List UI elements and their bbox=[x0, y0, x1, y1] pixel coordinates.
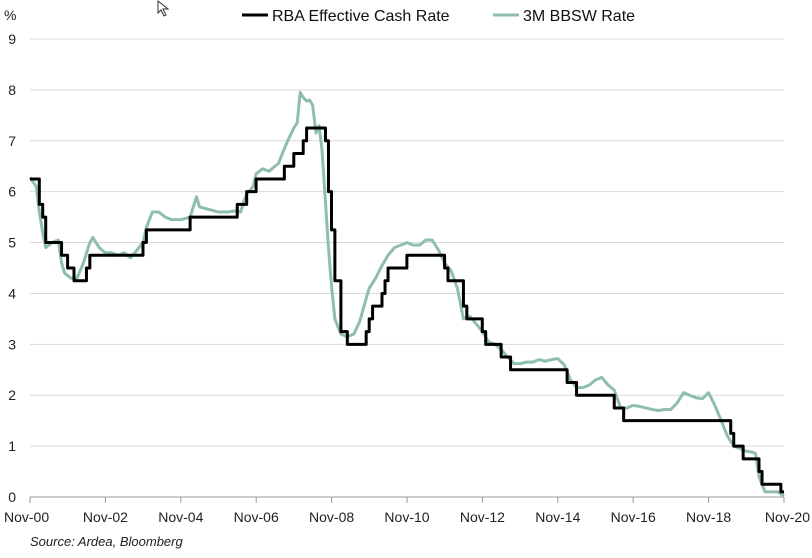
y-tick-label: 8 bbox=[8, 82, 16, 98]
y-tick-label: 3 bbox=[8, 336, 16, 352]
x-tick-label: Nov-18 bbox=[686, 509, 731, 525]
x-tick-label: Nov-06 bbox=[234, 509, 279, 525]
mouse-cursor-icon bbox=[157, 0, 170, 17]
x-tick-label: Nov-20 bbox=[765, 509, 810, 525]
x-tick-label: Nov-08 bbox=[309, 509, 354, 525]
x-tick-label: Nov-04 bbox=[158, 509, 203, 525]
legend: RBA Effective Cash Rate 3M BBSW Rate bbox=[242, 8, 635, 25]
series-lines bbox=[28, 90, 785, 498]
y-tick-label: 7 bbox=[8, 133, 16, 149]
x-tick-label: Nov-00 bbox=[4, 509, 49, 525]
x-tick-label: Nov-02 bbox=[83, 509, 128, 525]
legend-label-bbsw: 3M BBSW Rate bbox=[523, 8, 635, 25]
y-tick-label: 4 bbox=[8, 285, 16, 301]
y-tick-label: 5 bbox=[8, 235, 16, 251]
y-unit-label: % bbox=[4, 7, 16, 23]
y-tick-label: 6 bbox=[8, 184, 16, 200]
y-tick-label: 1 bbox=[8, 438, 16, 454]
y-tick-label: 0 bbox=[8, 489, 16, 505]
source-note: Source: Ardea, Bloomberg bbox=[30, 534, 183, 549]
x-tick-label: Nov-10 bbox=[384, 509, 429, 525]
x-tick-labels: Nov-00 Nov-02 Nov-04 Nov-06 Nov-08 Nov-10 Nov-… bbox=[4, 509, 810, 525]
legend-label-rba: RBA Effective Cash Rate bbox=[272, 8, 450, 25]
series-line-rba-cash-rate bbox=[30, 126, 784, 494]
x-tick-label: Nov-14 bbox=[535, 509, 580, 525]
y-tick-labels: 0 1 2 3 4 5 6 7 8 9 bbox=[8, 31, 16, 505]
series-line-bbsw-3m bbox=[28, 90, 785, 498]
y-tick-label: 2 bbox=[8, 387, 16, 403]
axes bbox=[29, 496, 785, 503]
x-tick-label: Nov-16 bbox=[611, 509, 656, 525]
x-tick-label: Nov-12 bbox=[460, 509, 505, 525]
y-tick-label: 9 bbox=[8, 31, 16, 47]
